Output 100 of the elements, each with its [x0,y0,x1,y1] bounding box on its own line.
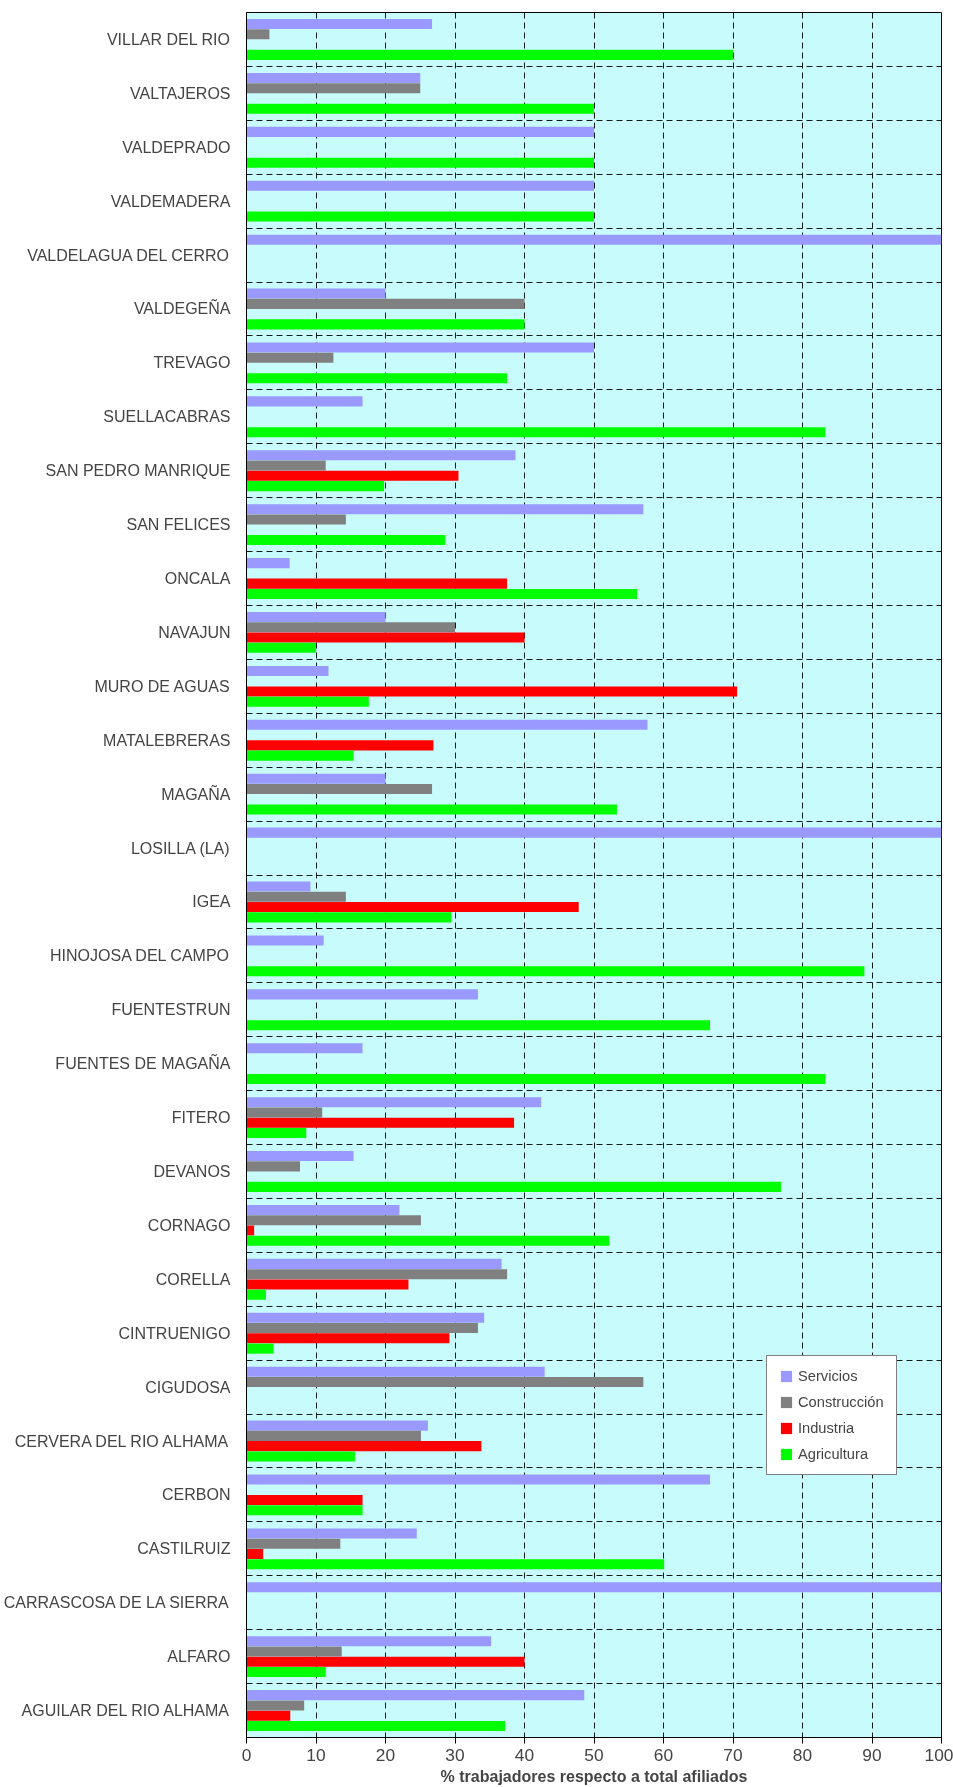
bar [246,881,311,892]
bar [246,504,644,515]
y-tick-label: CORNAGO [147,1216,231,1234]
bar [246,1710,291,1721]
bar [246,481,385,492]
bar [246,1366,545,1377]
bar [246,1700,305,1711]
bar [246,1646,342,1657]
y-tick-label: DEVANOS [153,1162,231,1180]
bar [246,632,525,643]
y-tick-label: FUENTES DE MAGAÑA [55,1053,231,1073]
bar [246,1474,711,1485]
bar [246,83,421,94]
bar [246,966,865,977]
y-tick-label: MAGAÑA [161,783,231,803]
bar [246,912,452,923]
bar [246,1161,301,1172]
x-tick-label: 50 [584,1744,604,1765]
y-tick-label: CERVERA DEL RIO ALHAMA [14,1432,229,1450]
y-tick-label: MATALEBRERAS [103,731,231,749]
bar [246,180,594,191]
bar [246,1548,264,1559]
bar [246,783,433,795]
bar [246,1117,515,1128]
bar [246,1333,450,1344]
bar [246,1235,610,1246]
bar [246,696,369,707]
bar [246,1656,525,1667]
bar [246,804,617,815]
bar [246,49,733,60]
bar [246,1225,255,1236]
bar [246,578,508,589]
bar [246,460,326,471]
y-tick-label: HINOJOSA DEL CAMPO [50,947,230,965]
bar [246,319,525,330]
bar [246,665,329,676]
bar [246,1181,781,1192]
y-tick-label: VALDELAGUA DEL CERRO [27,246,230,264]
x-tick-label: 30 [445,1744,465,1765]
legend-label: Industria [798,1420,855,1436]
bar [246,19,433,30]
bar [246,1505,363,1516]
bar [246,396,363,407]
bar [246,1582,942,1593]
bar [246,1204,400,1216]
bar [246,1097,542,1108]
bar [246,935,324,946]
bar [246,1528,417,1539]
bar [246,298,525,309]
bar [246,1020,711,1031]
bar [246,1441,482,1452]
bar [246,157,594,168]
bar [246,686,738,697]
y-tick-label: ALFARO [167,1648,231,1666]
bar [246,558,290,569]
y-tick-label: VALDEMADERA [110,192,231,210]
bar [246,1279,409,1290]
x-tick-label: 90 [862,1744,882,1765]
y-tick-label: VALDEGEÑA [133,298,231,318]
y-tick-label: CIGUDOSA [145,1378,231,1396]
legend-label: Agricultura [798,1446,869,1462]
bar [246,211,594,222]
y-tick-label: CERBON [162,1486,231,1504]
bar [246,1420,428,1431]
y-tick-label: TREVAGO [153,354,231,372]
bar [246,72,421,83]
bar [246,1636,492,1647]
x-tick-label: 60 [653,1744,674,1765]
legend-label: Servicios [798,1368,858,1384]
bar [246,126,594,137]
bar [246,1538,341,1549]
bar [246,103,594,114]
x-tick-label: 80 [792,1744,813,1765]
x-tick-label: 20 [375,1744,396,1765]
bar [246,827,942,838]
bar [246,1720,506,1731]
bar [246,1559,665,1570]
bar [246,450,516,461]
bar [246,29,270,40]
bar [246,1043,363,1054]
bar [246,1215,421,1226]
bar [246,611,386,623]
bar [246,352,334,363]
bar [246,773,386,784]
y-tick-label: CORELLA [155,1270,231,1288]
bar [246,891,346,902]
bar [246,1312,485,1323]
y-tick-label: IGEA [192,893,231,911]
bar [246,514,346,525]
bar [246,989,478,1000]
y-tick-label: CINTRUENIGO [118,1324,231,1342]
y-tick-label: VALDEPRADO [122,138,231,156]
bar [246,1343,274,1354]
y-tick-label: MURO DE AGUAS [94,677,230,695]
bar [246,1667,326,1678]
bar [246,1258,502,1269]
bar [246,588,638,599]
bar [246,740,434,751]
y-tick-label: SAN PEDRO MANRIQUE [45,462,231,480]
bar [246,1127,307,1139]
